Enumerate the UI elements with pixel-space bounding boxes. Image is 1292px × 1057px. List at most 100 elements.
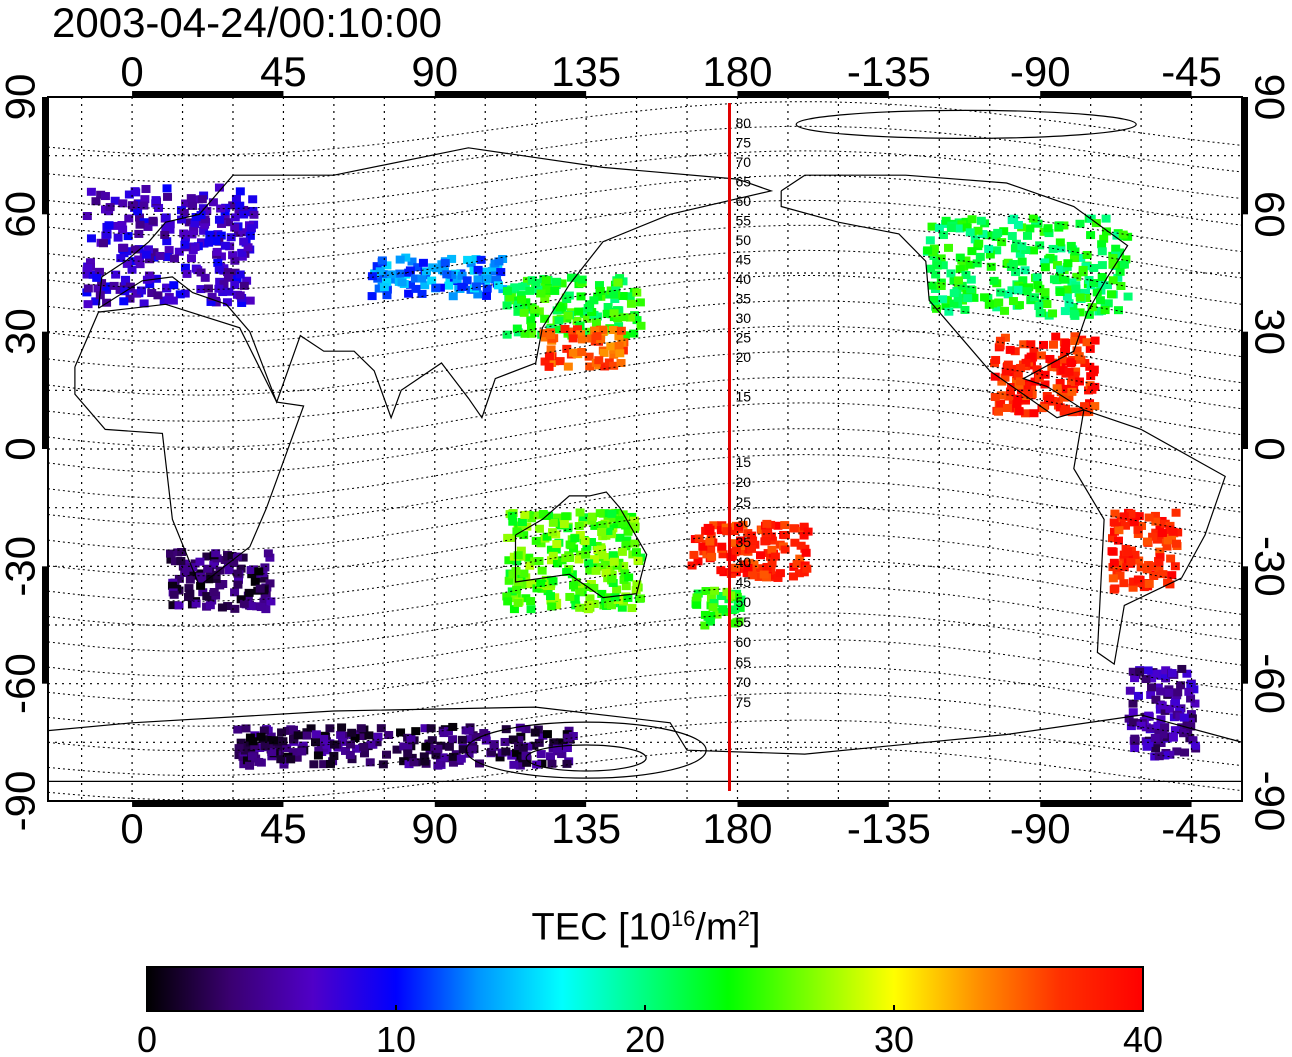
tec-pixel (1069, 378, 1079, 387)
tec-pixel (1070, 371, 1080, 380)
tec-pixel (1017, 242, 1027, 251)
contour-labels: 80 75 70 65 60 55 50 45 40 35 30 25 20 15 15 20 25 30 35 40… (735, 115, 751, 710)
tec-pixel (731, 546, 741, 555)
tec-pixel (749, 560, 759, 569)
tec-pixel (196, 285, 206, 294)
tec-pixel (614, 332, 624, 341)
tec-pixel (946, 224, 956, 233)
tec-pixel (1161, 666, 1171, 675)
frame-bar-top (132, 91, 284, 97)
tec-pixel (709, 521, 719, 530)
tec-pixel (508, 735, 518, 744)
tec-pixel (522, 276, 532, 285)
tec-pixel (502, 287, 512, 296)
contour-line (48, 274, 1242, 344)
tec-pixel (597, 527, 607, 536)
tec-pixel (196, 581, 206, 590)
tec-pixel (536, 539, 546, 548)
tec-pixel (180, 263, 190, 272)
contour-label: 65 (735, 654, 751, 670)
tec-pixel (965, 228, 975, 237)
tec-pixel (168, 296, 178, 305)
tec-pixel (610, 593, 620, 602)
tec-pixel (464, 726, 474, 735)
tec-pixel (1048, 340, 1058, 349)
tec-pixel (999, 227, 1009, 236)
contour-line (48, 351, 1242, 422)
colorbar-tick-label: 40 (1123, 1019, 1163, 1057)
tec-pixel (1027, 383, 1037, 392)
tec-pixel (1119, 563, 1129, 572)
tec-pixel (584, 559, 594, 568)
tec-pixel (91, 197, 101, 206)
north-pole-contour (795, 109, 1137, 139)
tec-pixel (457, 271, 467, 280)
tec-pixel (481, 291, 491, 300)
coastline (74, 303, 305, 587)
tec-pixel (396, 728, 406, 737)
tec-pixel (938, 261, 948, 270)
tec-pixel (214, 215, 224, 224)
tec-pixel (520, 329, 530, 338)
contour-line (48, 150, 1242, 210)
tec-pixel (748, 571, 758, 580)
tec-pixel (489, 742, 499, 751)
tec-pixel (500, 737, 510, 746)
tec-pixel (145, 280, 155, 289)
tec-pixel (147, 289, 157, 298)
tec-pixel (992, 246, 1002, 255)
tec-pixel (246, 566, 256, 575)
tec-pixel (175, 290, 185, 299)
tec-pixel (718, 605, 728, 614)
tec-pixel (232, 275, 242, 284)
tec-pixel (1097, 261, 1107, 270)
contour-line (48, 532, 1242, 602)
contour-line (48, 692, 1242, 752)
tec-pixel (1147, 674, 1157, 683)
tec-pixel (687, 561, 697, 570)
tec-pixel (1060, 404, 1070, 413)
tec-pixel (286, 755, 296, 764)
contour-label: 25 (735, 330, 751, 346)
tec-pixel (733, 599, 743, 608)
bottom-lon-tick: 135 (551, 805, 621, 852)
tec-pixel (1064, 367, 1074, 376)
tec-pixel (1015, 249, 1025, 258)
tec-pixel (615, 349, 625, 358)
tec-pixel (419, 752, 429, 761)
tec-pixel (1147, 562, 1157, 571)
tec-pixel (1135, 667, 1145, 676)
tec-pixel (346, 740, 356, 749)
tec-pixel (1007, 216, 1017, 225)
tec-pixel (617, 519, 627, 528)
tec-pixel (546, 592, 556, 601)
contour-line (48, 638, 1242, 702)
left-lat-tick: 0 (0, 437, 44, 460)
tec-pixel (546, 545, 556, 554)
tec-pixel (515, 761, 525, 770)
tec-pixel (440, 259, 450, 268)
tec-pixel (536, 289, 546, 298)
tec-pixel (224, 218, 234, 227)
tec-pixel (1119, 555, 1129, 564)
tec-pixel (1173, 688, 1183, 697)
tec-pixel (448, 292, 458, 301)
tec-pixel (1155, 705, 1165, 714)
tec-pixel (717, 542, 727, 551)
tec-pixel (700, 610, 710, 619)
tec-pixel (240, 746, 250, 755)
tec-pixel (1136, 721, 1146, 730)
frame-bar-left (42, 566, 48, 684)
tec-pixel (552, 559, 562, 568)
tec-pixel (726, 569, 736, 578)
bottom-lon-tick: 90 (411, 805, 458, 852)
coastlines (48, 147, 1242, 782)
tec-pixel (949, 289, 959, 298)
tec-pixel (133, 207, 143, 216)
tec-pixel (242, 276, 252, 285)
tec-pixel (990, 392, 1000, 401)
tec-pixel (976, 216, 986, 225)
tec-pixel (618, 291, 628, 300)
tec-pixel (1167, 571, 1177, 580)
tec-pixel (1133, 530, 1143, 539)
